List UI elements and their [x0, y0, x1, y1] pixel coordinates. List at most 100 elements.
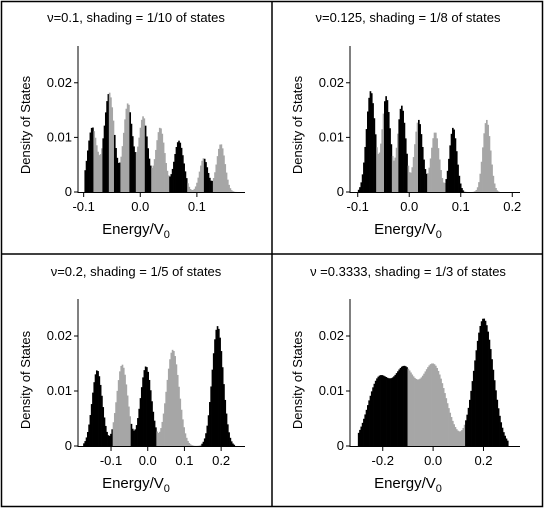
histogram-bar — [493, 183, 496, 192]
histogram-bar — [84, 170, 87, 192]
histogram-bar — [436, 138, 438, 192]
histogram-bar — [407, 165, 410, 192]
histogram-bar — [399, 108, 402, 192]
histogram-bar — [471, 381, 474, 446]
histogram-bar — [191, 445, 193, 446]
histogram-bar — [384, 376, 386, 446]
x-axis-label-subscript: 0 — [164, 229, 170, 241]
histogram-bar — [459, 431, 462, 446]
x-tick-label: -0.1 — [72, 199, 94, 214]
histogram-bar — [478, 332, 480, 446]
histogram-bar — [119, 371, 121, 446]
histogram-bar — [495, 188, 497, 192]
histogram-bar — [372, 103, 374, 192]
histogram-bar — [428, 365, 431, 446]
histogram-bar — [207, 172, 210, 192]
histogram-bar — [420, 134, 423, 192]
histogram-bar — [479, 173, 482, 192]
histogram-bar — [129, 112, 132, 192]
histogram-bar — [224, 399, 227, 446]
histogram-bar — [488, 339, 491, 446]
histogram-bar — [164, 153, 166, 192]
histogram-bar — [438, 159, 441, 192]
histogram-bar — [164, 403, 166, 446]
histogram-bar — [480, 321, 483, 446]
histogram-bar — [183, 427, 185, 446]
chart-plot-area: 0 0.01 0.02 -0.2 0.0 0.2 — [319, 299, 520, 468]
histogram-bar — [452, 420, 454, 446]
x-axis-label-main: Energy/V — [374, 221, 436, 238]
histogram-bar — [192, 445, 194, 446]
y-tick-label: 0 — [337, 184, 344, 199]
histogram-bar — [147, 371, 149, 446]
histogram-bar — [144, 366, 147, 446]
histogram-bar — [180, 147, 183, 192]
histogram-bar — [134, 152, 137, 192]
histogram-bar — [393, 160, 395, 192]
histogram-bar — [423, 373, 425, 446]
histogram-bar — [424, 371, 427, 446]
histogram-bar — [94, 137, 97, 192]
histogram-bar — [170, 174, 173, 192]
y-axis-label: Density of States — [290, 75, 305, 174]
histogram-bar — [476, 187, 479, 192]
histogram-bar — [196, 182, 198, 192]
histogram-bar — [189, 188, 192, 192]
histogram-bar — [380, 143, 382, 192]
histogram-bar — [193, 188, 196, 192]
histogram-bar — [182, 419, 184, 446]
histogram-bar — [360, 182, 363, 192]
histogram-bar — [200, 444, 202, 446]
histogram-bar — [421, 147, 424, 192]
histogram-bar — [221, 367, 224, 446]
histogram-bar — [432, 363, 435, 446]
histogram-bar — [381, 375, 384, 446]
histogram-bar — [211, 369, 214, 446]
histogram-bar — [453, 129, 455, 192]
histogram-bar — [385, 377, 387, 446]
histogram-bar — [496, 399, 499, 446]
histogram-bar — [207, 415, 210, 446]
histogram-bar — [85, 160, 88, 192]
histogram-bar — [389, 378, 391, 446]
histogram-bar — [98, 376, 101, 446]
histogram-bar — [497, 191, 500, 192]
histogram-bar — [398, 369, 401, 446]
y-tick-label: 0.01 — [319, 383, 344, 398]
histogram-bar — [408, 370, 411, 446]
histogram-bar — [367, 111, 369, 192]
histogram-bar — [385, 96, 387, 192]
histogram-bar — [139, 127, 142, 192]
histogram-bar — [415, 131, 418, 192]
histogram-bar — [414, 377, 416, 446]
histogram-bar — [433, 364, 436, 446]
histogram-bar — [458, 175, 461, 192]
histogram-bar — [128, 406, 130, 446]
histogram-bar — [157, 432, 160, 446]
histogram-bar — [103, 417, 106, 446]
histogram-bar — [421, 375, 424, 446]
histogram-bar — [143, 370, 146, 446]
histogram-bar — [373, 118, 376, 192]
histogram-bar — [219, 144, 221, 192]
histogram-bar — [416, 379, 419, 446]
histogram-bar — [158, 127, 161, 192]
histogram-bar — [119, 162, 121, 192]
histogram-bar — [95, 145, 98, 192]
histogram-bar — [115, 148, 117, 192]
histogram-bar — [365, 409, 368, 446]
histogram-bar — [410, 372, 412, 446]
histogram-bar — [93, 382, 96, 446]
histogram-bar — [483, 133, 486, 192]
histogram-bar — [90, 404, 93, 446]
histogram-bar — [220, 144, 223, 192]
histogram-bar — [108, 92, 111, 192]
histogram-bar — [223, 384, 225, 446]
histogram-bar — [99, 154, 102, 192]
histogram-bar — [395, 147, 398, 192]
histogram-bar — [472, 370, 475, 446]
histogram-bar — [435, 365, 437, 446]
histogram-bar — [101, 395, 103, 446]
histogram-bar — [446, 403, 449, 446]
histogram-bar — [205, 162, 207, 192]
